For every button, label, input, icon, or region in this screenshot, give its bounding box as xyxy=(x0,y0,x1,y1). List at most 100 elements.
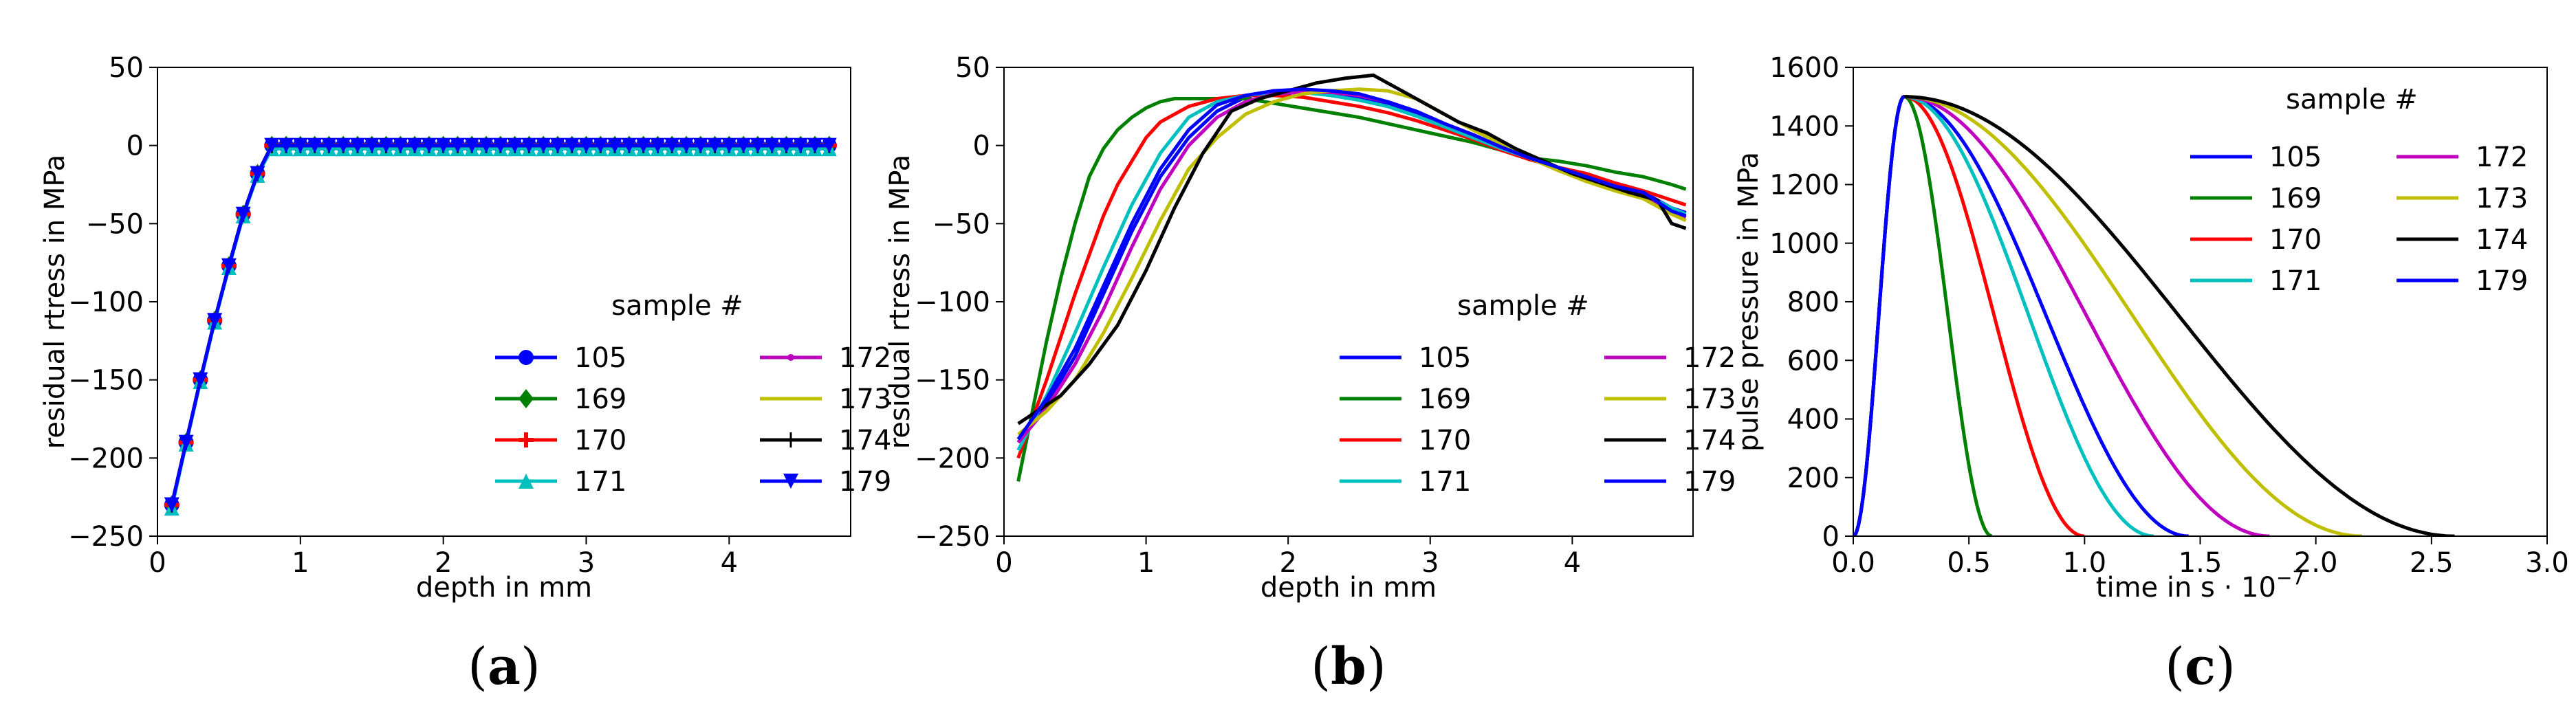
y-tick-label: −50 xyxy=(932,208,990,240)
legend-label-169: 169 xyxy=(574,384,626,415)
y-tick-label: −100 xyxy=(915,287,990,318)
x-tick-label: 4 xyxy=(721,547,738,579)
data-point-179 xyxy=(235,206,251,222)
data-point-179 xyxy=(178,434,194,450)
panel-label: (c) xyxy=(2165,637,2236,696)
series-line-172 xyxy=(1016,90,1687,444)
data-point-179 xyxy=(393,137,408,153)
data-point-179 xyxy=(464,137,480,153)
data-point-179 xyxy=(692,137,708,153)
data-point-179 xyxy=(221,258,237,274)
x-tick-label: 3.0 xyxy=(2525,547,2569,579)
legend-label-179: 179 xyxy=(1683,466,1736,498)
legend-label-173: 173 xyxy=(1683,384,1736,415)
legend-label-171: 171 xyxy=(2269,265,2322,297)
data-point-179 xyxy=(450,137,466,153)
legend-label-170: 170 xyxy=(1419,425,1471,456)
data-point-179 xyxy=(292,137,308,153)
panel-label-close: ) xyxy=(1366,637,1386,696)
data-point-179 xyxy=(736,137,752,153)
legend-label-172: 172 xyxy=(2476,142,2528,173)
y-tick-label: 1000 xyxy=(1769,228,1840,260)
legend-label-179: 179 xyxy=(839,466,891,498)
x-tick-label: 1 xyxy=(1137,547,1155,579)
y-tick-label: 400 xyxy=(1787,404,1840,436)
plot-frame xyxy=(1853,67,2548,537)
x-tick-label: 3 xyxy=(1421,547,1439,579)
y-axis-label: residual rtress in MPa xyxy=(884,155,916,449)
plot-area xyxy=(1016,73,1687,482)
y-tick-label: −50 xyxy=(86,208,144,240)
x-tick-label: 2.0 xyxy=(2294,547,2338,579)
chart-panel-b: 0 1 2 3 4 −250 −200 −150 −100 −50 0 50 depth in mm re… xyxy=(884,52,1736,696)
series-line-169 xyxy=(170,144,829,506)
legend-title: sample # xyxy=(2286,84,2418,115)
x-tick-label: 2 xyxy=(435,547,452,579)
legend-label-169: 169 xyxy=(1419,384,1471,415)
panel-label-letter: b xyxy=(1331,637,1366,696)
data-point-179 xyxy=(435,137,451,153)
y-tick-label: −200 xyxy=(68,443,144,474)
legend-marker-169 xyxy=(519,389,534,408)
data-point-179 xyxy=(664,137,680,153)
y-tick-label: 0 xyxy=(127,131,144,162)
x-tick-label: 0.0 xyxy=(1831,547,1875,579)
data-point-179 xyxy=(264,137,280,153)
data-point-179 xyxy=(321,137,337,153)
panel-label: (a) xyxy=(468,637,541,696)
legend-label-170: 170 xyxy=(574,425,626,456)
data-point-179 xyxy=(635,137,651,153)
x-tick-label: 2.5 xyxy=(2410,547,2454,579)
data-point-179 xyxy=(536,137,552,153)
x-axis-label: depth in mm xyxy=(416,572,592,604)
data-point-179 xyxy=(378,137,394,153)
data-point-179 xyxy=(279,137,294,153)
legend: sample # 105 169 170 171 172 173 174 179 xyxy=(2190,84,2528,297)
data-point-179 xyxy=(821,137,837,153)
data-point-179 xyxy=(207,313,223,329)
plot-frame xyxy=(157,67,851,537)
x-tick-label: 4 xyxy=(1564,547,1581,579)
legend-label-105: 105 xyxy=(2269,142,2322,173)
plot-frame xyxy=(1003,67,1694,537)
legend-label-105: 105 xyxy=(574,342,626,374)
data-point-179 xyxy=(793,137,809,153)
data-point-179 xyxy=(807,137,823,153)
legend-label-174: 174 xyxy=(2476,224,2528,256)
legend-label-171: 171 xyxy=(1419,466,1471,498)
series-line-172 xyxy=(170,144,829,506)
data-point-179 xyxy=(564,137,580,153)
panel-label-open: ( xyxy=(468,637,488,696)
data-point-179 xyxy=(778,137,794,153)
data-point-179 xyxy=(407,137,423,153)
panel-label-close: ) xyxy=(2216,637,2236,696)
panel-label-close: ) xyxy=(521,637,541,696)
legend-label-171: 171 xyxy=(574,466,626,498)
y-axis-label: residual rtress in MPa xyxy=(39,155,71,449)
y-tick-label: 1400 xyxy=(1769,111,1840,142)
y-tick-label: 800 xyxy=(1787,287,1840,318)
y-tick-label: −100 xyxy=(68,287,144,318)
legend-title: sample # xyxy=(611,290,743,322)
x-axis-label-exponent: −7 xyxy=(2276,566,2304,589)
series-line-170 xyxy=(1016,93,1687,459)
series-line-171 xyxy=(1016,90,1687,452)
x-tick-label: 0 xyxy=(149,547,166,579)
data-point-179 xyxy=(593,137,609,153)
legend-label-170: 170 xyxy=(2269,224,2322,256)
data-point-179 xyxy=(607,137,623,153)
data-point-179 xyxy=(521,137,537,153)
legend-label-179: 179 xyxy=(2476,265,2528,297)
series-line-173 xyxy=(170,144,829,506)
legend: sample # 105 169 170 171 172 173 174 179 xyxy=(495,290,891,498)
legend-title: sample # xyxy=(1457,290,1589,322)
y-tick-label: −200 xyxy=(915,443,990,474)
panel-label-open: ( xyxy=(1311,637,1331,696)
y-tick-label: −150 xyxy=(915,365,990,397)
data-point-179 xyxy=(164,497,179,513)
x-tick-label: 2 xyxy=(1279,547,1296,579)
y-tick-label: 600 xyxy=(1787,345,1840,377)
legend-label-173: 173 xyxy=(2476,183,2528,214)
x-tick-label: 1 xyxy=(292,547,309,579)
y-tick-label: 0 xyxy=(1822,521,1840,553)
